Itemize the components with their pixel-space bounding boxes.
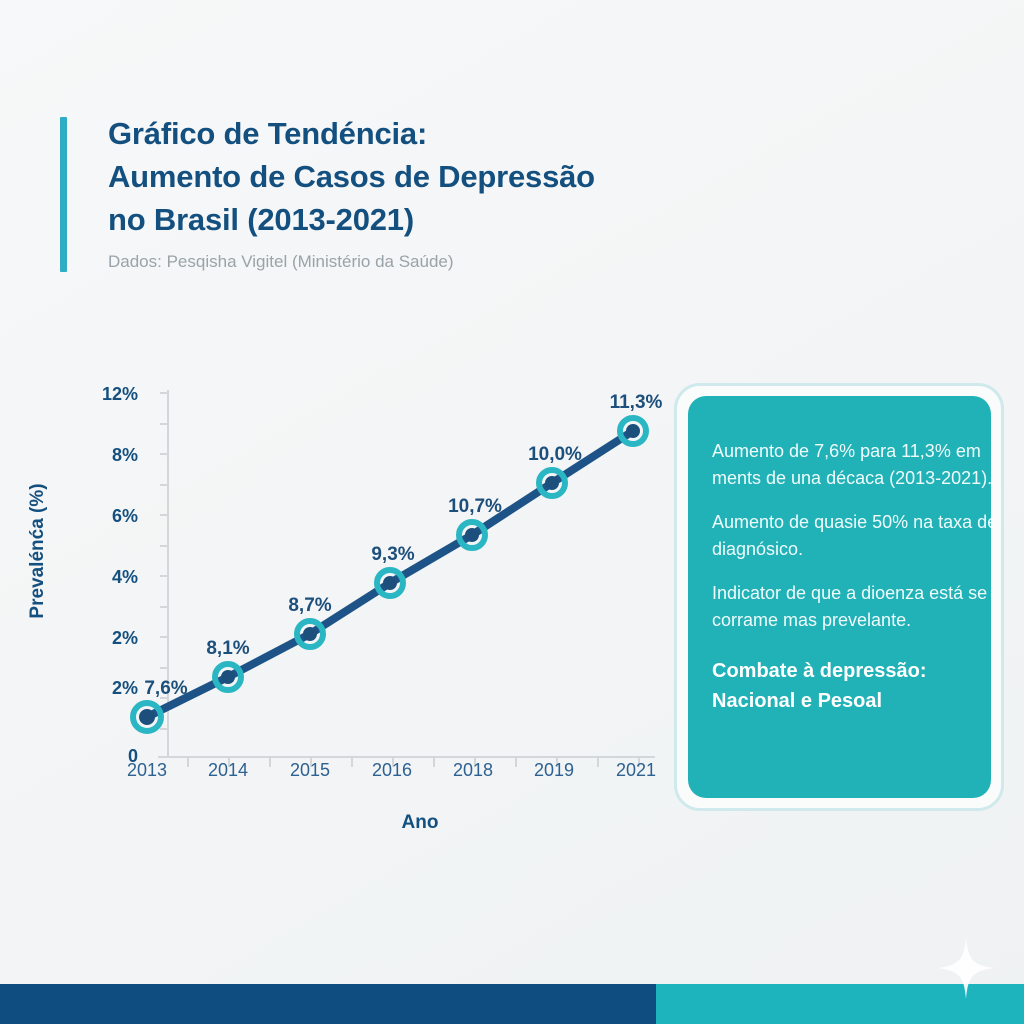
cta-line-1: Combate à depressão: [712,660,927,682]
value-label-2018: 10,7% [448,496,502,517]
data-point-2016[interactable] [374,567,406,599]
data-point-markers [130,415,649,734]
data-point-2013-core [139,709,155,725]
data-point-2014[interactable] [212,661,244,693]
insight-paragraph-1: Aumento de 7,6% para 11,3% em ments de u… [712,441,991,488]
value-label-2016: 9,3% [371,544,415,565]
y-tick-label-1: 8% [111,445,138,465]
title-line-2: Aumento de Casos de Depressão [108,159,595,194]
x-tick-label-2019: 2019 [533,760,575,780]
y-tick-label-4: 2% [111,628,138,648]
data-point-2016-core [383,576,397,590]
y-axis-ticks [160,392,168,730]
data-point-2019-core [545,476,559,490]
footer-bar-right [656,984,1024,1024]
y-tick-label-0: 12% [101,384,138,404]
footer-bar-left [0,984,656,1024]
page-title: Gráfico de Tendéncia: Aumento de Casos d… [108,112,708,273]
value-label-2019: 10,0% [528,444,582,465]
insight-paragraph-3: Indicator de que a dioenza está se corra… [712,583,988,630]
title-accent-bar [60,117,67,272]
data-point-2014-core [221,670,235,684]
data-point-2021-core [626,424,640,438]
y-tick-label-5: 2% [111,678,138,698]
insight-panel: Aumento de 7,6% para 11,3% em ments de u… [688,396,991,798]
x-axis-ticks [187,757,640,767]
title-line-1: Gráfico de Tendéncia: [108,116,428,151]
value-label-2014: 8,1% [206,638,250,659]
sparkle-star-icon [938,937,994,999]
data-point-2021[interactable] [617,415,649,447]
x-tick-label-2013: 2013 [126,760,168,780]
x-tick-label-2016: 2016 [371,760,413,780]
x-tick-label-2021: 2021 [615,760,657,780]
cta-line-2: Nacional e Pesoal [712,690,883,712]
data-point-2015-core [303,627,317,641]
data-point-2018[interactable] [456,519,488,551]
value-label-2015: 8,7% [288,595,332,616]
title-line-3: no Brasil (2013-2021) [108,202,414,237]
y-tick-label-6: 0 [127,746,138,766]
x-tick-label-2018: 2018 [452,760,494,780]
insight-paragraph-2: Aumento de quasie 50% na taxa de diagnós… [712,512,991,559]
x-tick-label-2014: 2014 [207,760,249,780]
y-tick-label-3: 4% [111,567,138,587]
insight-call-to-action: Combate à depressão: Nacional e Pesoal [712,656,991,716]
x-tick-label-2015: 2015 [289,760,331,780]
y-tick-label-2: 6% [111,506,138,526]
value-label-2021: 11,3% [609,392,663,413]
value-label-2013: 7,6% [144,678,188,699]
data-point-2019[interactable] [536,467,568,499]
line-chart: Prevalénća (%) 12% 8% 6% 4% 2% 2% 0 [0,360,680,850]
subtitle-source: Dados: Pesqisha Vigitel (Ministério da S… [108,252,454,271]
data-point-2018-core [465,528,479,542]
header: Gráfico de Tendéncia: Aumento de Casos d… [60,112,700,280]
data-point-2015[interactable] [294,618,326,650]
x-axis-title: Ano [401,812,439,833]
data-point-2013[interactable] [130,700,164,734]
plot-area [130,390,655,767]
